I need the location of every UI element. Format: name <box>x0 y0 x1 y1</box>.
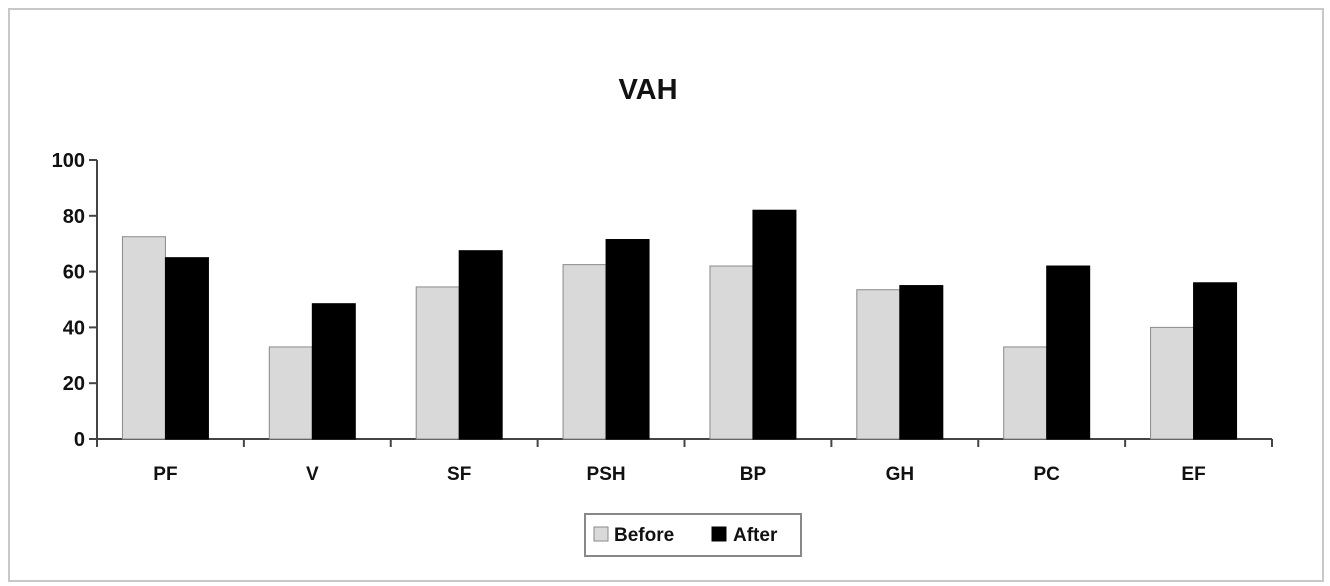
x-tick-label: PC <box>1033 464 1060 485</box>
bar-before-gh <box>856 289 901 440</box>
legend-box <box>584 513 802 557</box>
x-tick-label: SF <box>447 464 471 485</box>
y-tick-label: 20 <box>63 373 85 395</box>
y-tick-label: 80 <box>63 206 85 228</box>
legend: Before After <box>584 513 802 557</box>
y-tick-label: 100 <box>52 150 85 172</box>
bar-before-sf <box>415 286 460 440</box>
legend-label-before: Before <box>614 525 674 546</box>
bar-after-v <box>311 303 356 440</box>
bar-after-ef <box>1193 282 1238 440</box>
x-tick-label: PSH <box>587 464 626 485</box>
bar-before-v <box>268 346 313 440</box>
x-tick-label: PF <box>153 464 177 485</box>
bars <box>121 209 1238 440</box>
chart-frame <box>8 8 1324 582</box>
legend-swatch-before <box>593 526 609 542</box>
bar-after-sf <box>458 250 503 440</box>
chart-title: VAH <box>618 74 677 106</box>
y-tick-label: 60 <box>63 262 85 284</box>
bar-before-pc <box>1003 346 1048 440</box>
bar-after-pc <box>1046 265 1091 440</box>
y-tick-label: 40 <box>63 317 85 339</box>
x-ticks: PF V SF PSH BP GH PC EF <box>96 439 1273 485</box>
axes <box>89 160 1272 440</box>
x-tick-label: GH <box>886 464 915 485</box>
bar-after-bp <box>752 209 797 440</box>
bar-after-psh <box>605 239 650 440</box>
bar-before-pf <box>121 236 166 440</box>
bar-before-ef <box>1150 326 1195 440</box>
x-tick-label: BP <box>740 464 767 485</box>
y-ticks: 0 20 40 60 80 100 <box>52 150 97 451</box>
legend-swatch-after <box>711 526 727 542</box>
y-tick-label: 0 <box>74 429 85 451</box>
x-tick-label: V <box>306 464 319 485</box>
bar-after-pf <box>164 257 209 440</box>
bar-before-psh <box>562 264 607 440</box>
x-tick-label: EF <box>1181 464 1205 485</box>
bar-before-bp <box>709 265 754 440</box>
bar-after-gh <box>899 285 944 440</box>
legend-label-after: After <box>733 525 778 546</box>
